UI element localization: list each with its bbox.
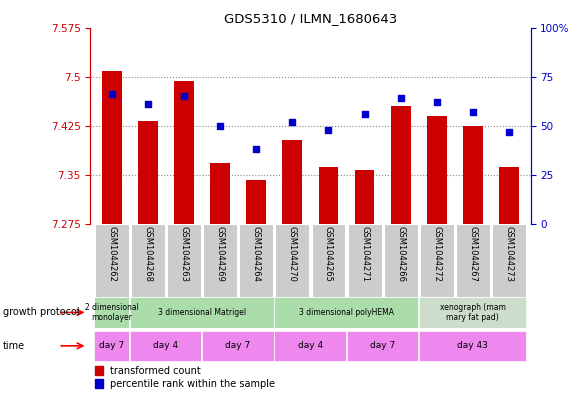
Title: GDS5310 / ILMN_1680643: GDS5310 / ILMN_1680643 [224,12,397,25]
Bar [354,170,374,224]
FancyBboxPatch shape [202,331,273,361]
FancyBboxPatch shape [419,331,526,361]
Point [432,99,441,105]
FancyBboxPatch shape [203,224,237,297]
Text: GSM1044273: GSM1044273 [504,226,514,282]
Point [504,129,514,135]
FancyBboxPatch shape [275,331,346,361]
Point [288,119,297,125]
Text: GSM1044265: GSM1044265 [324,226,333,282]
FancyBboxPatch shape [130,298,273,327]
FancyBboxPatch shape [130,331,202,361]
Text: GSM1044268: GSM1044268 [143,226,153,282]
FancyBboxPatch shape [240,224,273,297]
Bar [283,140,303,224]
FancyBboxPatch shape [492,224,526,297]
Bar [499,167,519,224]
Point [396,95,405,101]
Text: day 4: day 4 [297,342,322,350]
FancyBboxPatch shape [167,224,201,297]
FancyBboxPatch shape [384,224,417,297]
Bar [138,121,158,224]
Text: GSM1044272: GSM1044272 [432,226,441,282]
Point [143,101,153,107]
Point [107,91,117,97]
Bar [463,127,483,224]
FancyBboxPatch shape [275,298,418,327]
FancyBboxPatch shape [94,298,129,327]
Point [360,111,369,117]
Point [252,146,261,152]
Text: time: time [3,341,25,351]
Bar [391,106,410,224]
FancyBboxPatch shape [94,331,129,361]
Bar [174,81,194,224]
Bar [247,180,266,224]
Text: day 4: day 4 [153,342,178,350]
Text: 3 dimensional polyHEMA: 3 dimensional polyHEMA [298,308,394,317]
Text: 2 dimensional
monolayer: 2 dimensional monolayer [85,303,139,322]
Text: 3 dimensional Matrigel: 3 dimensional Matrigel [158,308,246,317]
Bar [210,163,230,224]
Text: GSM1044263: GSM1044263 [180,226,189,282]
Bar [95,366,103,375]
Text: day 7: day 7 [370,342,395,350]
Bar [427,116,447,224]
Text: day 43: day 43 [457,342,488,350]
FancyBboxPatch shape [95,224,129,297]
Point [468,109,477,115]
Text: GSM1044267: GSM1044267 [468,226,477,282]
Text: transformed count: transformed count [110,365,201,376]
Text: GSM1044262: GSM1044262 [107,226,117,282]
Text: GSM1044269: GSM1044269 [216,226,225,282]
Text: GSM1044266: GSM1044266 [396,226,405,282]
FancyBboxPatch shape [311,224,346,297]
Text: day 7: day 7 [225,342,251,350]
Text: percentile rank within the sample: percentile rank within the sample [110,379,275,389]
FancyBboxPatch shape [275,224,310,297]
FancyBboxPatch shape [131,224,165,297]
FancyBboxPatch shape [419,298,526,327]
Point [216,123,225,129]
Bar [102,72,122,224]
Text: xenograph (mam
mary fat pad): xenograph (mam mary fat pad) [440,303,505,322]
Text: day 7: day 7 [99,342,124,350]
FancyBboxPatch shape [347,224,381,297]
Text: GSM1044271: GSM1044271 [360,226,369,282]
FancyBboxPatch shape [346,331,418,361]
Text: growth protocol: growth protocol [3,307,79,318]
FancyBboxPatch shape [456,224,490,297]
Text: GSM1044264: GSM1044264 [252,226,261,282]
Text: GSM1044270: GSM1044270 [288,226,297,282]
Bar [318,167,338,224]
Point [180,93,189,99]
FancyBboxPatch shape [420,224,454,297]
Bar [95,380,103,388]
Point [324,127,333,133]
